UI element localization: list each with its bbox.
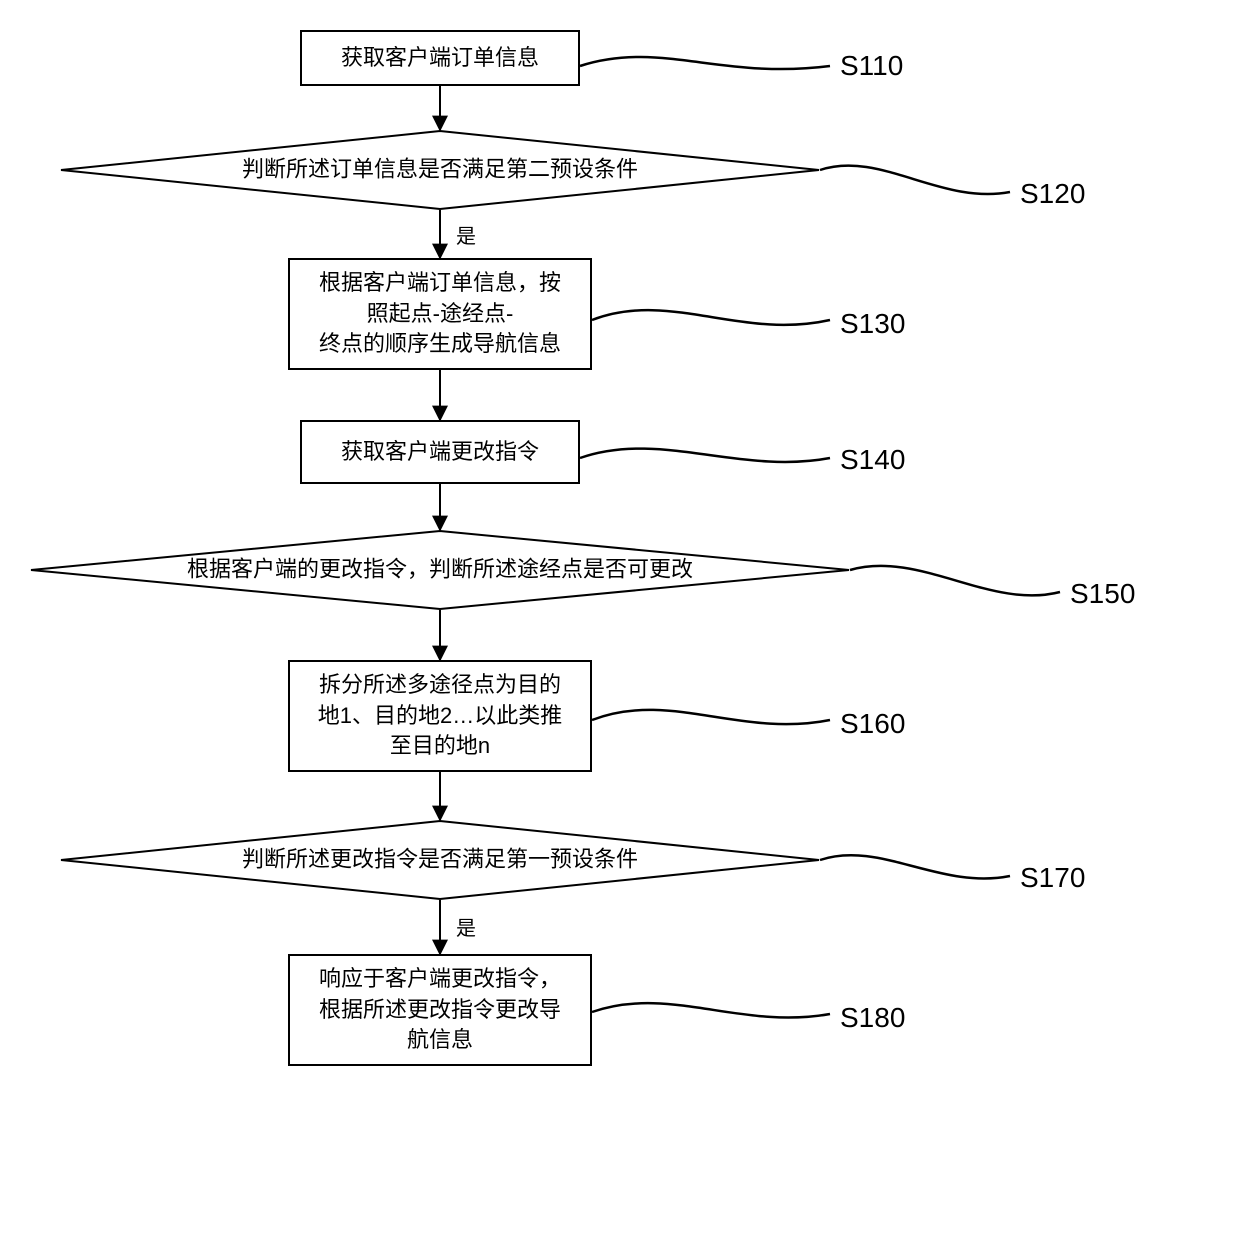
diamond-text: 判断所述订单信息是否满足第二预设条件 bbox=[242, 155, 638, 186]
flow-diamond-s170: 判断所述更改指令是否满足第一预设条件 bbox=[60, 820, 820, 900]
flow-box-s160: 拆分所述多途径点为目的地1、目的地2…以此类推至目的地n bbox=[288, 660, 592, 772]
diamond-text: 根据客户端的更改指令，判断所述途经点是否可更改 bbox=[187, 555, 693, 586]
flow-box-s110: 获取客户端订单信息 bbox=[300, 30, 580, 86]
step-label-s160: S160 bbox=[840, 708, 905, 740]
step-label-s120: S120 bbox=[1020, 178, 1085, 210]
step-label-s140: S140 bbox=[840, 444, 905, 476]
diamond-text: 判断所述更改指令是否满足第一预设条件 bbox=[242, 845, 638, 876]
flow-box-s180: 响应于客户端更改指令，根据所述更改指令更改导航信息 bbox=[288, 954, 592, 1066]
edge-label: 是 bbox=[456, 912, 476, 941]
flowchart-canvas: 获取客户端订单信息 S110 判断所述订单信息是否满足第二预设条件 S120 根据客户端… bbox=[20, 20, 1220, 1240]
flow-box-s140: 获取客户端更改指令 bbox=[300, 420, 580, 484]
step-label-s130: S130 bbox=[840, 308, 905, 340]
step-label-s110: S110 bbox=[840, 50, 903, 82]
flow-diamond-s150: 根据客户端的更改指令，判断所述途经点是否可更改 bbox=[30, 530, 850, 610]
step-label-s170: S170 bbox=[1020, 862, 1085, 894]
step-label-s180: S180 bbox=[840, 1002, 905, 1034]
flow-diamond-s120: 判断所述订单信息是否满足第二预设条件 bbox=[60, 130, 820, 210]
flow-box-s130: 根据客户端订单信息，按照起点-途经点-终点的顺序生成导航信息 bbox=[288, 258, 592, 370]
step-label-s150: S150 bbox=[1070, 578, 1135, 610]
edge-label: 是 bbox=[456, 220, 476, 249]
